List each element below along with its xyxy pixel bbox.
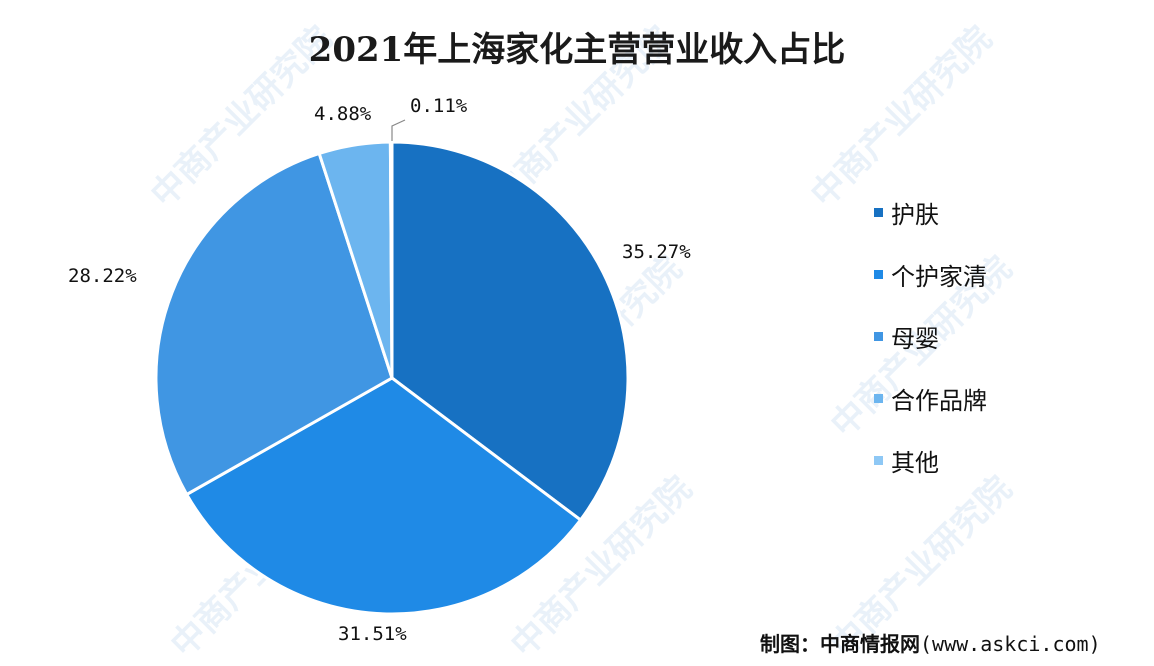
source-note: 制图：中商情报网(www.askci.com): [760, 628, 1101, 657]
legend-item: 其他: [874, 444, 987, 477]
legend-label: 个护家清: [891, 262, 987, 291]
legend-item: 个护家清: [874, 258, 987, 291]
legend-item: 合作品牌: [874, 382, 987, 415]
source-url: (www.askci.com): [920, 632, 1101, 656]
chart-legend: 护肤个护家清母婴合作品牌其他: [874, 196, 987, 506]
legend-label: 合作品牌: [891, 386, 987, 415]
legend-swatch: [874, 207, 883, 217]
data-label: 28.22%: [68, 265, 137, 287]
leader-line: [391, 119, 406, 141]
pie-slice: [390, 140, 630, 523]
legend-item: 护肤: [874, 196, 987, 229]
pie-slice: [388, 140, 394, 379]
data-label: 35.27%: [622, 241, 691, 263]
chart-title: 2021年上海家化主营营业收入占比: [308, 30, 846, 70]
legend-label: 其他: [891, 448, 939, 477]
legend-label: 护肤: [891, 200, 939, 229]
data-label: 0.11%: [410, 95, 468, 117]
legend-swatch: [874, 269, 883, 279]
legend-swatch: [874, 393, 883, 403]
legend-item: 母婴: [874, 320, 987, 353]
source-label: 制图：中商情报网: [760, 632, 920, 656]
data-label: 4.88%: [314, 103, 372, 125]
pie-slice: [154, 151, 394, 497]
legend-swatch: [874, 331, 883, 341]
pie-slice: [184, 376, 583, 616]
data-label: 31.51%: [338, 623, 407, 645]
legend-swatch: [874, 455, 883, 465]
legend-label: 母婴: [891, 324, 939, 353]
